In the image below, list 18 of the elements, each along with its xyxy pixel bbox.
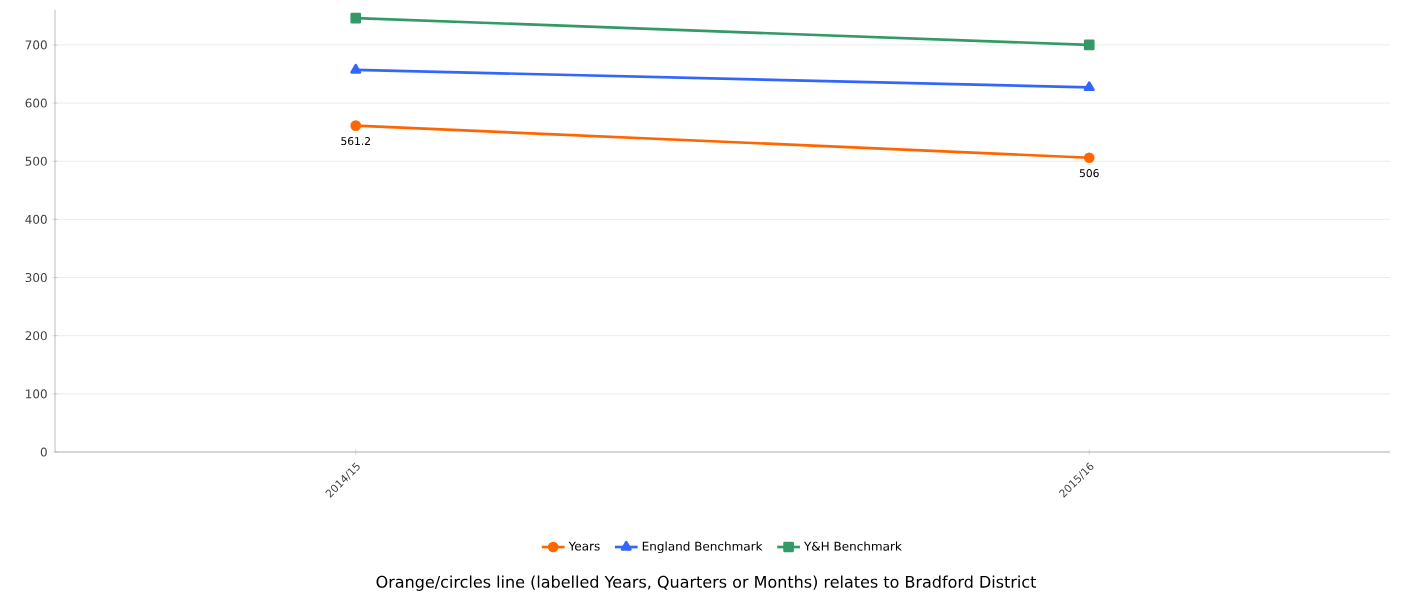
y-tick-label: 100: [26, 389, 47, 399]
legend-label: England Benchmark: [642, 541, 763, 554]
text: Orange/circles line (labelled Years, Quarters or Months) relates to Bradford District: [376, 575, 1037, 591]
point: [350, 12, 362, 24]
point: [1083, 39, 1095, 51]
y-tick-label: 500: [25, 156, 47, 166]
point: [350, 120, 362, 131]
legend-label: Y&H Benchmark: [803, 541, 902, 551]
y-tick-label: 400: [25, 214, 47, 224]
y-tick-label: 0: [40, 447, 47, 457]
legend-label: Years: [568, 541, 600, 551]
data-label: 506: [1079, 169, 1099, 178]
data-label: 561.2: [341, 137, 370, 146]
y-tick-label: 300: [25, 272, 47, 283]
y-tick-label: 600: [25, 98, 47, 108]
y-tick-label: 200: [25, 331, 47, 341]
point: [1083, 152, 1095, 164]
y-tick-label: 700: [25, 40, 47, 50]
